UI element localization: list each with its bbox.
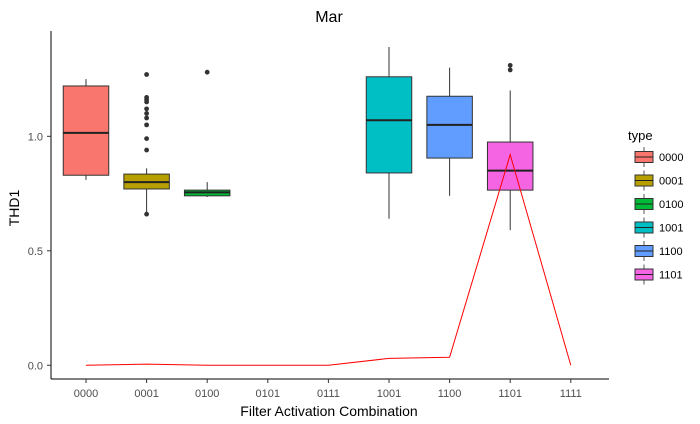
legend: type 0000 0001 0100 1001 1100 1101 <box>628 128 683 285</box>
legend-title: type <box>628 128 653 143</box>
outlier-point <box>144 115 150 121</box>
y-tick-label: 0.5 <box>28 246 43 258</box>
y-tick-label: 1.0 <box>28 131 43 143</box>
outlier-point <box>144 122 150 128</box>
outlier-point <box>144 106 150 112</box>
x-axis-title: Filter Activation Combination <box>240 403 417 419</box>
outlier-point <box>144 111 150 116</box>
box-1001 <box>365 47 413 219</box>
x-tick-label: 1001 <box>377 388 401 400</box>
legend-item-1100: 1100 <box>634 241 683 261</box>
legend-item-1101: 1101 <box>634 264 683 285</box>
x-tick-label: 1100 <box>438 388 462 400</box>
box-1101 <box>486 62 534 231</box>
legend-item-0000: 0000 <box>634 147 683 167</box>
box-body <box>365 76 413 174</box>
outlier-point <box>144 72 150 77</box>
legend-item-label: 1001 <box>659 223 683 235</box>
x-tick-label: 0101 <box>256 388 280 400</box>
box-1100 <box>426 67 473 196</box>
outlier-point <box>144 147 150 153</box>
y-axis-title: THD1 <box>6 190 22 227</box>
box-0100 <box>183 69 231 197</box>
x-tick-label: 0001 <box>134 388 158 400</box>
x-tick-label: 0111 <box>317 388 340 400</box>
box-0001 <box>123 72 170 217</box>
legend-item-1001: 1001 <box>634 217 683 238</box>
outlier-point <box>144 136 150 142</box>
outlier-point <box>144 94 150 100</box>
outlier-point <box>507 67 513 73</box>
axes: 0.0 0.5 1.0 0000 0001 0100 0101 0111 1001 1100 110… <box>28 31 609 400</box>
box-0000 <box>62 79 110 180</box>
legend-item-label: 0000 <box>659 152 683 164</box>
legend-item-label: 1100 <box>659 246 683 258</box>
outlier-point <box>507 62 513 68</box>
legend-item-label: 1101 <box>659 270 683 282</box>
chart-title: Mar <box>315 9 343 26</box>
legend-item-0001: 0001 <box>634 170 683 191</box>
y-tick-label: 0.0 <box>28 360 43 372</box>
legend-item-0100: 0100 <box>634 194 683 214</box>
plot-area <box>62 47 572 366</box>
box-body <box>62 85 110 176</box>
x-tick-label: 1111 <box>560 388 582 400</box>
x-tick-label: 1101 <box>498 388 522 400</box>
outlier-point <box>144 211 150 217</box>
legend-item-label: 0100 <box>659 199 683 211</box>
box-body <box>486 141 534 191</box>
outlier-point <box>204 69 210 75</box>
x-tick-label: 0100 <box>195 388 219 400</box>
legend-item-label: 0001 <box>659 176 683 188</box>
x-tick-label: 0000 <box>74 388 98 400</box>
box-body <box>426 95 473 159</box>
